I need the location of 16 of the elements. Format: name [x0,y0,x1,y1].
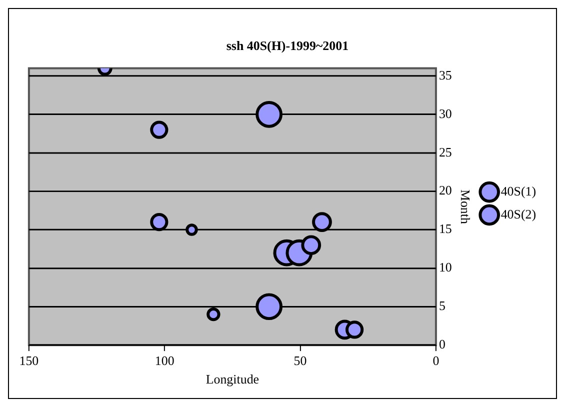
y-tick-label: 30 [438,106,452,121]
y-axis-title: Month [458,189,474,224]
y-tick-label: 15 [438,221,452,236]
y-tick-label: 20 [438,182,452,198]
y-tick-label: 0 [438,336,446,352]
y-tick-label: 25 [438,144,452,160]
legend-label: 40S(1) [500,183,536,198]
y-tick-label: 35 [438,67,452,82]
y-tick-label: 5 [438,298,446,314]
x-tick-label: 50 [294,353,307,368]
x-axis-title: Longitude [206,372,260,387]
x-tick-label: 100 [154,353,174,368]
y-tick-label: 10 [438,260,452,275]
chart-title: ssh 40S(H)-1999~2001 [226,38,349,53]
legend-label: 40S(2) [500,206,536,222]
x-tick-label: 150 [19,353,39,368]
